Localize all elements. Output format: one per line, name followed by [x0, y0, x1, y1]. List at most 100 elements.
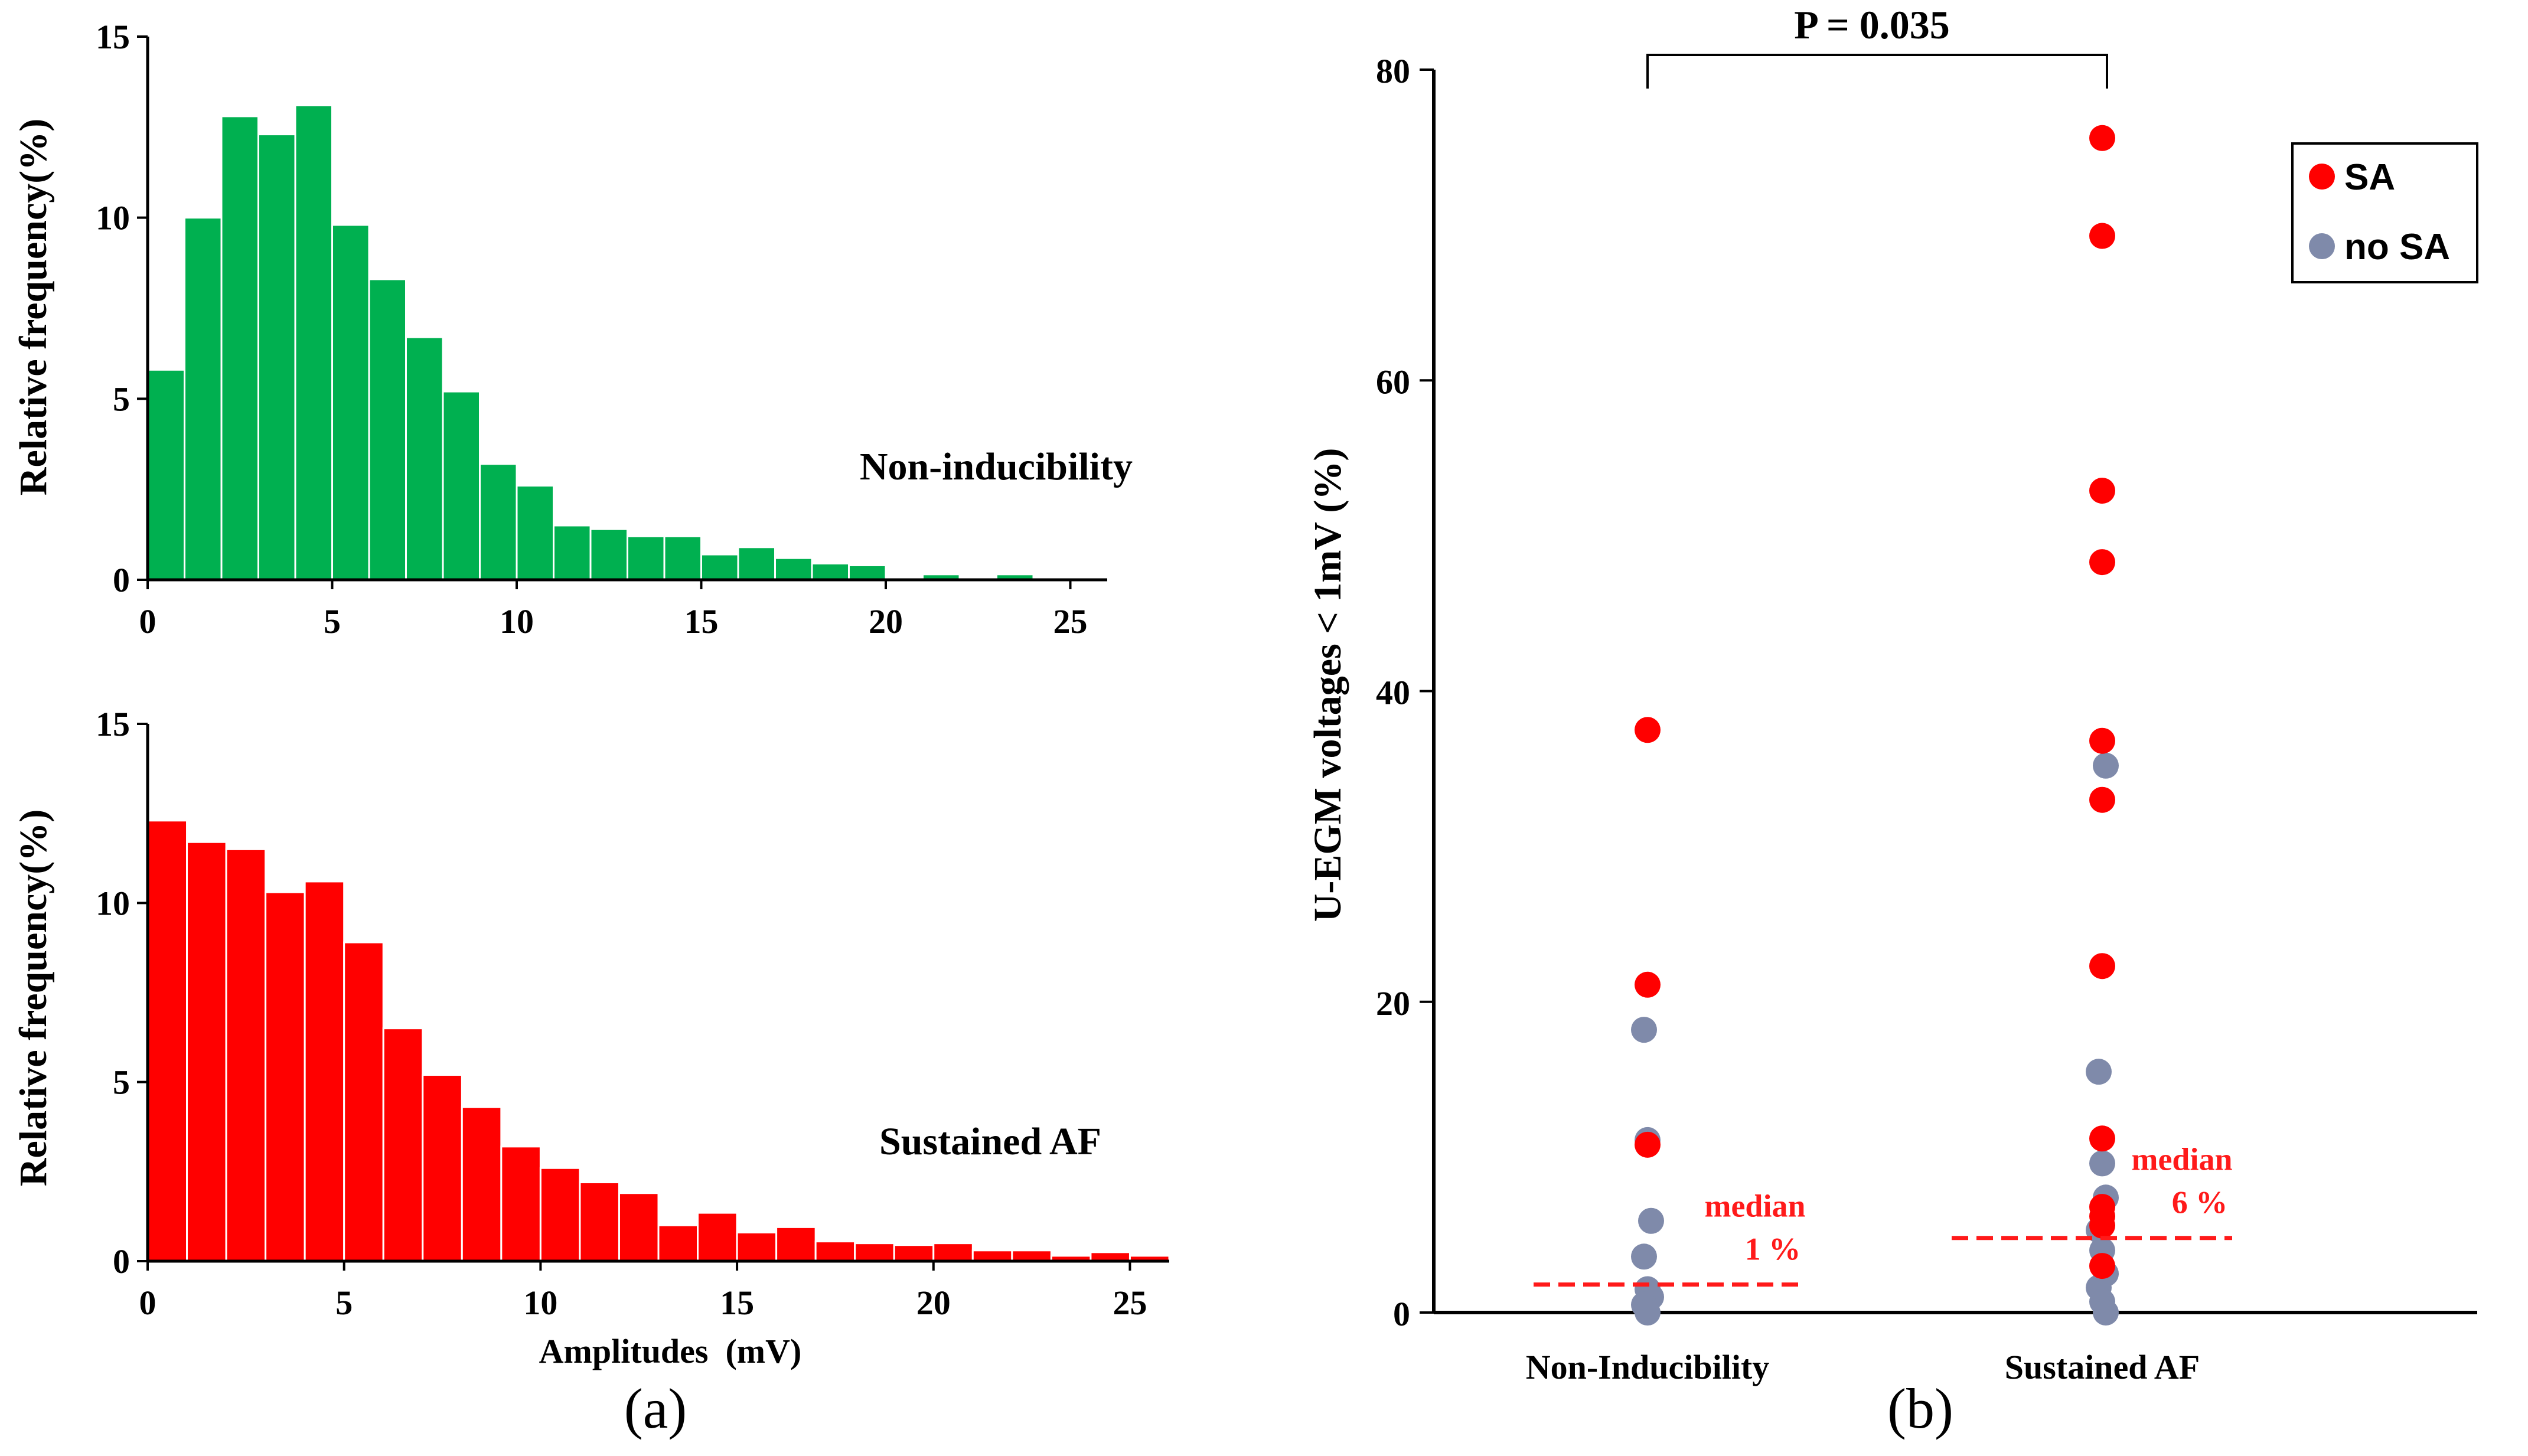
- histogram-bar: [405, 336, 444, 581]
- data-point-no-sa: [1635, 1300, 1661, 1326]
- legend-label-sa: SA: [2344, 157, 2395, 198]
- histogram-bar: [814, 1240, 856, 1262]
- data-point-sa: [1635, 717, 1661, 743]
- histogram-bar: [775, 1226, 817, 1262]
- y-axis-title: Relative frequency(%): [12, 809, 55, 1186]
- histogram-bar: [257, 133, 296, 581]
- x-tick-label: 0: [139, 602, 156, 641]
- series-annotation: Sustained AF: [879, 1120, 1101, 1163]
- histogram-bar: [479, 463, 518, 581]
- data-point-sa: [2089, 549, 2115, 576]
- histogram-bar: [627, 535, 666, 581]
- data-point-no-sa: [1631, 1243, 1657, 1270]
- x-axis-title: Amplitudes (mV): [539, 1332, 802, 1370]
- histogram-bar: [146, 820, 188, 1262]
- y-tick-label: 10: [96, 199, 130, 237]
- histogram-bar: [811, 562, 850, 581]
- y-axis-title: U-EGM voltages < 1mV (%): [1306, 448, 1349, 922]
- histogram-bar: [848, 564, 887, 581]
- data-point-sa: [2089, 1253, 2115, 1279]
- histogram-bar: [657, 1224, 699, 1262]
- histogram-bar: [294, 105, 333, 581]
- histogram-bar: [697, 1212, 738, 1262]
- data-point-sa: [2089, 125, 2115, 151]
- legend-marker-sa: [2309, 164, 2335, 190]
- data-point-no-sa: [2089, 1150, 2115, 1177]
- y-tick-label: 15: [96, 705, 130, 743]
- data-point-no-sa: [1638, 1207, 1664, 1234]
- median-label: median: [2131, 1142, 2232, 1177]
- data-point-sa: [2089, 727, 2115, 754]
- legend-marker-no-sa: [2309, 233, 2335, 259]
- histogram-bar: [736, 1231, 778, 1262]
- histogram-bar: [442, 390, 481, 581]
- significance-bracket: P = 0.035: [1646, 2, 2108, 89]
- x-tick-label: 15: [720, 1284, 754, 1322]
- histogram-bar: [774, 557, 813, 581]
- data-point-sa: [2089, 478, 2115, 504]
- scatter-u-egm: 0 20 40 60 80 Non-Inducibility Sustained AF U-…: [1306, 2, 2478, 1386]
- histogram-bar: [186, 841, 227, 1262]
- histogram-axes: 0 5 10 15 0 5 10 15 20 25: [96, 18, 1107, 641]
- histogram-bar: [1011, 1249, 1052, 1262]
- histogram-bar: [382, 1027, 424, 1262]
- histogram-bar: [265, 891, 306, 1262]
- median-lines: median 1 % median 6 %: [1534, 1142, 2233, 1287]
- data-point-no-sa: [1631, 1017, 1657, 1043]
- histogram-bars: [146, 105, 1108, 581]
- y-tick-label: 40: [1376, 674, 1410, 712]
- legend: SA no SA: [2291, 142, 2478, 283]
- data-point-sa: [1635, 1131, 1661, 1158]
- data-point-sa: [2089, 953, 2115, 980]
- panel-label-a: (a): [624, 1377, 687, 1440]
- histogram-bar: [932, 1242, 974, 1262]
- x-tick-label: 10: [523, 1284, 557, 1322]
- histogram-bar: [971, 1249, 1013, 1262]
- y-tick-label: 15: [96, 18, 130, 56]
- data-point-no-sa: [2086, 1059, 2112, 1085]
- data-point-sa: [1635, 971, 1661, 998]
- histogram-axes: 0 5 10 15 0 5 10 15 20 25: [96, 705, 1169, 1322]
- scatter-axes: 0 20 40 60 80 Non-Inducibility Sustained AF: [1376, 52, 2477, 1386]
- y-tick-label: 10: [96, 884, 130, 922]
- y-tick-label: 5: [113, 1063, 130, 1102]
- y-tick-label: 5: [113, 380, 130, 418]
- histogram-sustained-af: 0 5 10 15 0 5 10 15 20 25 Relative frequency(%) S…: [12, 705, 1170, 1370]
- scatter-points: [1631, 125, 2119, 1326]
- histogram-bar: [422, 1074, 463, 1262]
- data-point-no-sa: [2093, 752, 2119, 779]
- data-point-sa: [2089, 223, 2115, 249]
- histogram-bar: [737, 546, 776, 581]
- category-label: Non-Inducibility: [1526, 1348, 1770, 1386]
- series-annotation: Non-inducibility: [860, 445, 1133, 488]
- x-tick-label: 25: [1113, 1284, 1147, 1322]
- legend-label-no-sa: no SA: [2344, 227, 2450, 267]
- histogram-bar: [304, 880, 345, 1262]
- x-tick-label: 0: [139, 1284, 156, 1322]
- histogram-bar: [225, 848, 267, 1262]
- x-tick-label: 15: [684, 602, 719, 641]
- y-tick-label: 80: [1376, 52, 1410, 90]
- y-tick-label: 20: [1376, 984, 1410, 1023]
- y-tick-label: 0: [113, 561, 130, 599]
- p-value-label: P = 0.035: [1794, 2, 1950, 47]
- panel-label-b: (b): [1887, 1377, 1953, 1440]
- data-point-sa: [2089, 1212, 2115, 1239]
- histogram-bar: [589, 528, 628, 581]
- x-tick-label: 20: [916, 1284, 951, 1322]
- y-axis-title: Relative frequency(%): [12, 119, 55, 495]
- y-tick-label: 60: [1376, 363, 1410, 401]
- x-tick-label: 5: [324, 602, 341, 641]
- histogram-bar: [146, 368, 185, 581]
- histogram-bar: [461, 1106, 503, 1262]
- x-tick-label: 5: [335, 1284, 353, 1322]
- histogram-bar: [893, 1244, 935, 1262]
- histogram-bar: [553, 524, 592, 581]
- histogram-bar: [184, 217, 223, 581]
- histogram-non-inducibility: 0 5 10 15 0 5 10 15 20 25 Relative frequency(%) N…: [12, 18, 1133, 641]
- histogram-bar: [579, 1181, 620, 1262]
- histogram-bar: [500, 1145, 542, 1262]
- histogram-bar: [663, 535, 702, 581]
- histogram-bar: [618, 1192, 660, 1262]
